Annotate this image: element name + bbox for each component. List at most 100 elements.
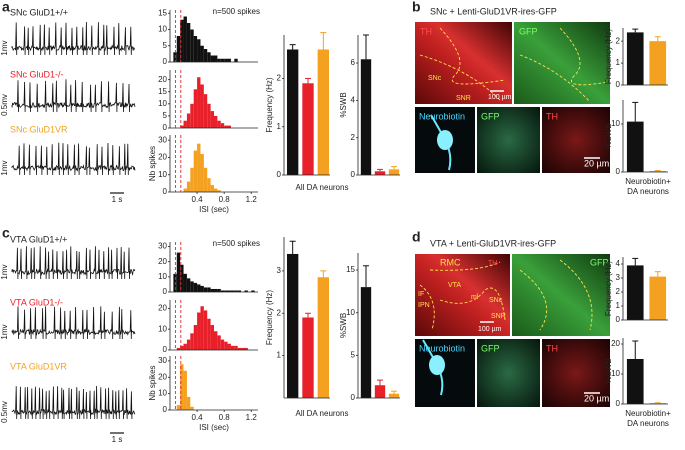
y-tick-label: 15 [346, 265, 355, 274]
x-tick-label: 0.8 [219, 413, 231, 422]
y-tick-label: 1 [277, 351, 282, 360]
y-tick-label: 20 [158, 153, 167, 162]
histogram-bar [214, 115, 218, 128]
histogram-bar [227, 58, 231, 62]
bar [626, 32, 644, 85]
bar [286, 49, 299, 175]
panel-letter: b [412, 0, 421, 15]
y-tick-label: 0 [616, 167, 621, 176]
histogram-bar [186, 23, 191, 62]
panel-letter: d [412, 229, 421, 245]
bar [360, 59, 372, 176]
histogram-bar [197, 284, 201, 292]
histogram-bar [224, 125, 228, 128]
y-tick-label: 1 [616, 58, 621, 67]
histogram-bar [244, 290, 248, 292]
y-tick-label: 0 [351, 170, 356, 179]
annotation: n=500 spikes [213, 7, 260, 16]
image-label: 20 µm [584, 158, 609, 168]
x-axis-label: DA neurons [627, 419, 669, 428]
histogram-bar [203, 94, 208, 128]
histogram-bar [251, 290, 255, 292]
y-tick-label: 10 [158, 389, 167, 398]
histogram-bar [220, 339, 225, 350]
y-axis-label: %SWB [339, 92, 348, 117]
y-tick-label: 10 [158, 25, 167, 34]
region-outline [559, 27, 609, 86]
time-scale-label: 1 s [112, 435, 123, 444]
bar [626, 265, 644, 320]
image-label: TH [420, 26, 432, 36]
y-axis-label: %SWB [339, 313, 348, 338]
y-tick-label: 30 [158, 135, 167, 144]
histogram-bar [234, 58, 238, 62]
histogram-bar [241, 347, 245, 350]
y-tick-label: 0 [163, 187, 168, 196]
trace-label: VTA GluD1+/+ [10, 234, 67, 244]
histogram-bar [210, 111, 214, 128]
x-tick-label: 0.4 [192, 413, 204, 422]
histogram-bar [190, 29, 194, 62]
bar [626, 121, 644, 172]
y-tick-label: 0 [277, 170, 282, 179]
bar [360, 287, 372, 398]
y-tick-label: 10 [346, 308, 355, 317]
bar [374, 385, 386, 398]
histogram-bar [180, 125, 184, 128]
histogram-bar [214, 288, 218, 292]
bar [649, 41, 667, 85]
scale-label: 1mv [0, 40, 9, 55]
y-tick-label: 0 [163, 57, 168, 66]
histogram-bar [220, 123, 225, 128]
y-tick-label: 0 [351, 393, 356, 402]
histogram-bar [237, 290, 242, 292]
y-tick-label: 2 [277, 74, 282, 83]
histogram-bar [203, 287, 208, 292]
y-tick-label: 10 [158, 99, 167, 108]
image-label: Neurobiotin [419, 343, 465, 353]
histogram-bar [183, 273, 187, 292]
x-axis-label: Neurobiotin+ [625, 409, 671, 418]
y-tick-label: 10 [158, 324, 167, 333]
histogram-bar [190, 281, 194, 292]
y-axis-label: Frequency (Hz) [604, 261, 613, 316]
histogram-bar [197, 39, 201, 62]
y-tick-label: 10 [611, 369, 620, 378]
micrograph [514, 22, 610, 104]
x-axis-label: DA neurons [627, 187, 669, 196]
trace [11, 306, 136, 340]
trace-label: SNc GluD1-/- [10, 69, 64, 79]
histogram-bar [207, 178, 211, 192]
y-tick-label: 10 [158, 170, 167, 179]
histogram-bar [237, 347, 242, 350]
region-outline [429, 261, 501, 271]
trace-label: VTA GluD1-/- [10, 297, 63, 307]
histogram-bar [217, 58, 221, 62]
scale-label: 1mv [0, 160, 9, 175]
histogram-bar [183, 120, 187, 128]
histogram-bar [186, 113, 191, 128]
histogram-bar [207, 103, 211, 128]
histogram-bar [193, 36, 198, 62]
y-tick-label: 0 [163, 345, 168, 354]
histogram-bar [230, 345, 235, 350]
y-tick-label: 2 [616, 287, 621, 296]
histogram-bar [180, 345, 184, 350]
histogram-bar [207, 318, 211, 350]
y-tick-label: 2 [277, 308, 282, 317]
micrograph [542, 107, 610, 173]
histogram-bar [200, 45, 204, 62]
trace-label: SNc GluD1+/+ [10, 7, 68, 17]
y-tick-label: 5 [163, 111, 168, 120]
histogram-bar [214, 55, 218, 62]
image-label: SNc [428, 75, 442, 82]
y-tick-label: 15 [158, 8, 167, 17]
histogram-bar [200, 285, 204, 292]
y-axis-label: %SWB [604, 123, 613, 148]
x-tick-label: 1.2 [246, 413, 258, 422]
histogram-bar [197, 143, 201, 192]
histogram-bar [230, 290, 235, 292]
histogram-bar [210, 185, 214, 192]
x-axis-label: All DA neurons [296, 409, 349, 418]
